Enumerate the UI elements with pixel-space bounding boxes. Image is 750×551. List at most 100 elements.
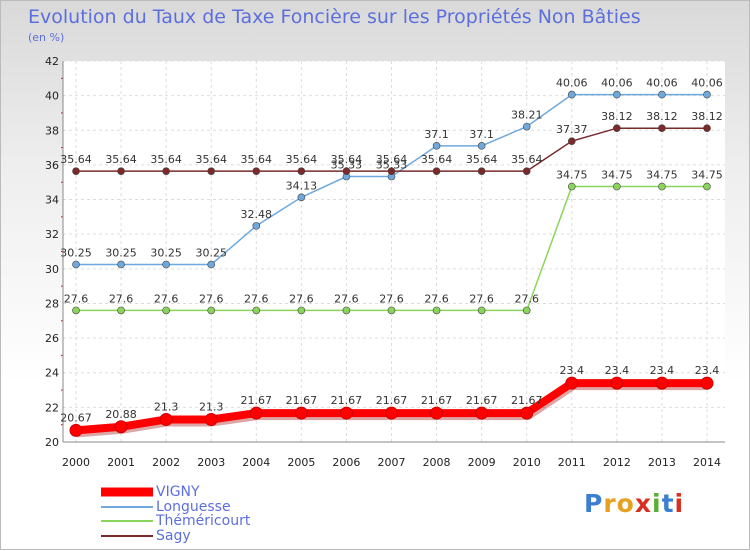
logo-letter: o: [616, 489, 635, 518]
x-tick-label: 2002: [152, 456, 180, 469]
data-point-sagy: [117, 167, 125, 175]
data-label-sagy: 35.64: [331, 153, 363, 166]
data-label-longuesse: 38.21: [511, 109, 543, 122]
legend-label-longuesse: Longuesse: [156, 498, 231, 515]
data-point-themericourt: [162, 306, 170, 315]
data-point-longuesse: [658, 90, 666, 99]
y-tick-label: 38: [45, 124, 59, 137]
data-label-themericourt: 27.6: [379, 292, 404, 305]
data-point-vigny: [700, 376, 714, 390]
x-tick-label: 2012: [603, 456, 631, 469]
data-point-vigny: [610, 376, 624, 390]
data-point-themericourt: [477, 306, 486, 315]
x-tick-label: 2009: [468, 456, 496, 469]
data-label-themericourt: 34.75: [601, 169, 633, 182]
data-point-longuesse: [477, 142, 486, 150]
data-label-sagy: 35.64: [150, 153, 182, 166]
x-tick-label: 2008: [423, 456, 451, 469]
data-point-sagy: [252, 167, 261, 175]
data-point-vigny: [475, 406, 489, 420]
data-point-sagy: [342, 167, 351, 175]
data-label-themericourt: 27.6: [244, 292, 269, 305]
data-label-themericourt: 27.6: [424, 292, 449, 305]
proxiti-logo: Proxiti: [584, 489, 684, 518]
data-label-vigny: 21.67: [466, 394, 498, 407]
data-label-sagy: 35.64: [511, 153, 543, 166]
data-label-vigny: 21.67: [421, 394, 453, 407]
data-point-sagy: [432, 167, 441, 175]
x-tick-label: 2011: [558, 456, 586, 469]
y-tick-label: 24: [45, 367, 59, 380]
data-label-sagy: 35.64: [241, 153, 273, 166]
y-tick-label: 36: [45, 159, 59, 172]
legend-label-vigny: VIGNY: [156, 484, 200, 501]
data-label-sagy: 35.64: [105, 153, 137, 166]
data-label-vigny: 23.4: [650, 364, 675, 377]
data-label-sagy: 38.12: [691, 110, 723, 123]
y-axis-unit: (en %): [28, 31, 65, 44]
data-point-sagy: [658, 124, 666, 132]
legend-swatch-vigny: [101, 487, 153, 497]
data-label-themericourt: 27.6: [514, 292, 539, 305]
data-label-longuesse: 35.33: [331, 159, 363, 172]
data-point-vigny: [249, 406, 263, 420]
logo-letter: x: [634, 489, 652, 518]
data-point-themericourt: [117, 306, 125, 315]
data-label-themericourt: 34.75: [556, 169, 588, 182]
data-label-themericourt: 34.75: [646, 169, 678, 182]
data-label-themericourt: 27.6: [154, 292, 179, 305]
logo-letter: i: [652, 489, 662, 518]
x-tick-label: 2003: [197, 456, 225, 469]
data-point-sagy: [387, 167, 396, 175]
legend-label-themericourt: Théméricourt: [156, 513, 251, 530]
legend-label-sagy: Sagy: [156, 527, 191, 544]
data-point-themericourt: [522, 306, 531, 315]
x-tick-label: 2005: [287, 456, 315, 469]
data-point-longuesse: [162, 260, 170, 269]
data-point-themericourt: [72, 306, 80, 315]
data-label-longuesse: 30.25: [195, 246, 227, 259]
data-point-sagy: [522, 167, 531, 175]
data-label-longuesse: 30.25: [60, 246, 92, 259]
data-label-vigny: 21.67: [511, 394, 543, 407]
data-label-themericourt: 27.6: [289, 292, 314, 305]
data-label-vigny: 23.4: [695, 364, 720, 377]
chart-title: Evolution du Taux de Taxe Foncière sur l…: [28, 6, 641, 28]
y-tick-label: 26: [45, 332, 59, 345]
data-label-longuesse: 40.06: [601, 77, 633, 90]
y-tick-label: 32: [45, 228, 59, 241]
x-tick-label: 2013: [648, 456, 676, 469]
data-point-vigny: [339, 406, 353, 420]
y-tick-label: 20: [45, 436, 59, 449]
logo-letter: P: [584, 489, 604, 518]
x-tick-label: 2000: [62, 456, 90, 469]
logo-letter: i: [674, 489, 685, 518]
x-tick-label: 2007: [378, 456, 406, 469]
y-tick-label: 22: [45, 401, 59, 414]
data-point-themericourt: [703, 182, 711, 191]
data-label-sagy: 35.64: [195, 153, 227, 166]
data-point-themericourt: [613, 182, 621, 191]
data-point-longuesse: [252, 222, 261, 230]
y-tick-label: 42: [45, 55, 59, 68]
legend-swatch-themericourt: [101, 520, 153, 523]
data-point-vigny: [430, 406, 444, 420]
data-point-longuesse: [567, 90, 576, 99]
x-tick-label: 2010: [513, 456, 541, 469]
data-point-themericourt: [207, 306, 216, 315]
legend-swatch-longuesse: [101, 505, 153, 508]
data-label-longuesse: 40.06: [646, 77, 678, 90]
data-point-themericourt: [567, 182, 576, 191]
data-point-longuesse: [117, 260, 125, 269]
data-label-longuesse: 40.06: [691, 77, 723, 90]
data-label-longuesse: 40.06: [556, 77, 588, 90]
x-tick-label: 2001: [107, 456, 135, 469]
data-point-longuesse: [207, 260, 216, 269]
data-point-longuesse: [613, 90, 621, 99]
data-point-sagy: [297, 167, 306, 175]
data-label-sagy: 35.64: [376, 153, 408, 166]
y-tick-label: 28: [45, 297, 59, 310]
x-tick-label: 2006: [332, 456, 360, 469]
data-label-vigny: 21.3: [199, 400, 224, 413]
